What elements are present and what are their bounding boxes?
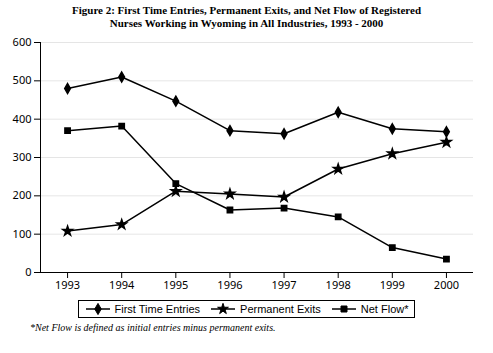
html-text:First Time Entries: First Time Entries <box>114 303 201 315</box>
svg-text:300: 300 <box>13 149 32 164</box>
svg-text:200: 200 <box>13 187 32 202</box>
svg-text:1997: 1997 <box>271 277 296 292</box>
html-text:Permanent Exits: Permanent Exits <box>240 303 321 315</box>
html-text:Figure 2: First Time Entries,: Figure 2: First Time Entries, Permanent … <box>72 4 421 29</box>
svg-text:2000: 2000 <box>434 277 459 292</box>
svg-text:1994: 1994 <box>109 277 135 292</box>
svg-text:500: 500 <box>13 72 32 87</box>
svg-text:0: 0 <box>25 264 31 279</box>
svg-text:400: 400 <box>13 111 32 126</box>
html-text:Net Flow*: Net Flow* <box>360 303 409 315</box>
svg-text:1993: 1993 <box>55 277 80 292</box>
svg-text:1995: 1995 <box>163 277 188 292</box>
svg-text:100: 100 <box>13 226 32 241</box>
svg-text:1999: 1999 <box>380 277 405 292</box>
svg-text:600: 600 <box>13 34 32 49</box>
svg-text:1998: 1998 <box>326 277 351 292</box>
svg-text:1996: 1996 <box>217 277 242 292</box>
html-text:*Net Flow is defined as initia: *Net Flow is defined as initial entries … <box>30 322 276 333</box>
